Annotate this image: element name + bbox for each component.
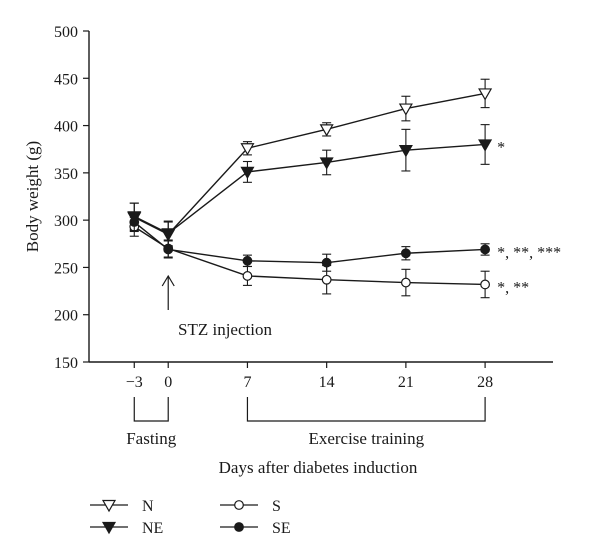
data-point-se	[321, 257, 332, 268]
series-ne	[127, 124, 493, 247]
significance-label-se: *, **, ***	[497, 244, 561, 261]
data-point-se	[480, 244, 490, 255]
data-point-s	[480, 279, 490, 290]
legend-marker	[101, 499, 117, 513]
data-point-s	[400, 277, 411, 288]
x-tick-label: 0	[164, 374, 172, 391]
significance-label-ne: *	[497, 139, 505, 156]
legend-item-se: SE	[220, 520, 291, 537]
significance-label-s: *, **	[497, 279, 529, 296]
data-point-ne	[240, 166, 255, 180]
data-point-ne	[161, 228, 176, 241]
data-point-n	[240, 143, 255, 156]
series-s	[129, 216, 490, 299]
phase-bracket: Exercise training	[246, 397, 486, 448]
y-tick-label: 150	[54, 355, 78, 372]
data-point-n	[398, 103, 413, 116]
legend: N NE S SE	[90, 498, 291, 537]
y-tick-label: 250	[54, 260, 78, 277]
legend-marker	[234, 500, 244, 510]
x-axis-label: Days after diabetes induction	[219, 458, 418, 477]
y-tick-label: 500	[54, 24, 78, 41]
y-tick-label: 350	[54, 166, 78, 183]
data-point-ne	[398, 145, 413, 158]
phase-bracket: Fasting	[126, 397, 177, 448]
x-axis-ticks: −3 0 7 14 21 28	[126, 362, 493, 391]
data-point-n	[319, 124, 334, 137]
y-axis-ticks: 150 200 250 300 350 400 450 500	[54, 24, 89, 372]
x-tick-label: 14	[319, 374, 335, 391]
legend-item-n: N	[90, 498, 154, 515]
x-tick-label: 7	[243, 374, 251, 391]
legend-label: SE	[272, 520, 291, 537]
series-se	[129, 212, 490, 272]
injection-arrow-head	[161, 274, 175, 287]
y-tick-label: 200	[54, 308, 78, 325]
data-point-s	[321, 274, 332, 285]
series-line-s	[133, 226, 486, 286]
data-point-se	[129, 217, 140, 227]
annotations: * *, **, *** *, ** STZ injection Fasting Exer…	[126, 139, 561, 448]
x-tick-label: 28	[477, 374, 493, 391]
x-tick-label: 21	[398, 374, 414, 391]
data-point-se	[163, 244, 174, 255]
legend-label: N	[142, 498, 154, 515]
y-tick-label: 300	[54, 213, 78, 230]
legend-label: S	[272, 498, 281, 515]
legend-item-ne: NE	[90, 520, 163, 537]
x-tick-label: −3	[126, 374, 143, 391]
series-line-ne	[133, 143, 486, 235]
data-point-s	[242, 271, 253, 281]
y-axis-label: Body weight (g)	[23, 141, 42, 252]
y-tick-label: 400	[54, 119, 78, 136]
phase-label: Exercise training	[308, 429, 424, 448]
data-point-se	[242, 255, 253, 266]
y-tick-label: 450	[54, 71, 78, 88]
phase-label: Fasting	[126, 429, 177, 448]
legend-label: NE	[142, 520, 163, 537]
data-point-se	[400, 248, 411, 259]
data-point-ne	[478, 139, 493, 152]
injection-label: STZ injection	[178, 320, 272, 339]
plot-area	[127, 78, 493, 299]
data-point-ne	[319, 157, 334, 170]
axes	[88, 31, 553, 363]
data-point-n	[478, 88, 493, 101]
series-line-se	[133, 221, 486, 264]
legend-item-s: S	[220, 498, 281, 515]
legend-marker	[101, 521, 117, 535]
phase-bracket-line	[133, 397, 169, 422]
legend-marker	[234, 522, 244, 532]
phase-bracket-line	[246, 397, 486, 422]
